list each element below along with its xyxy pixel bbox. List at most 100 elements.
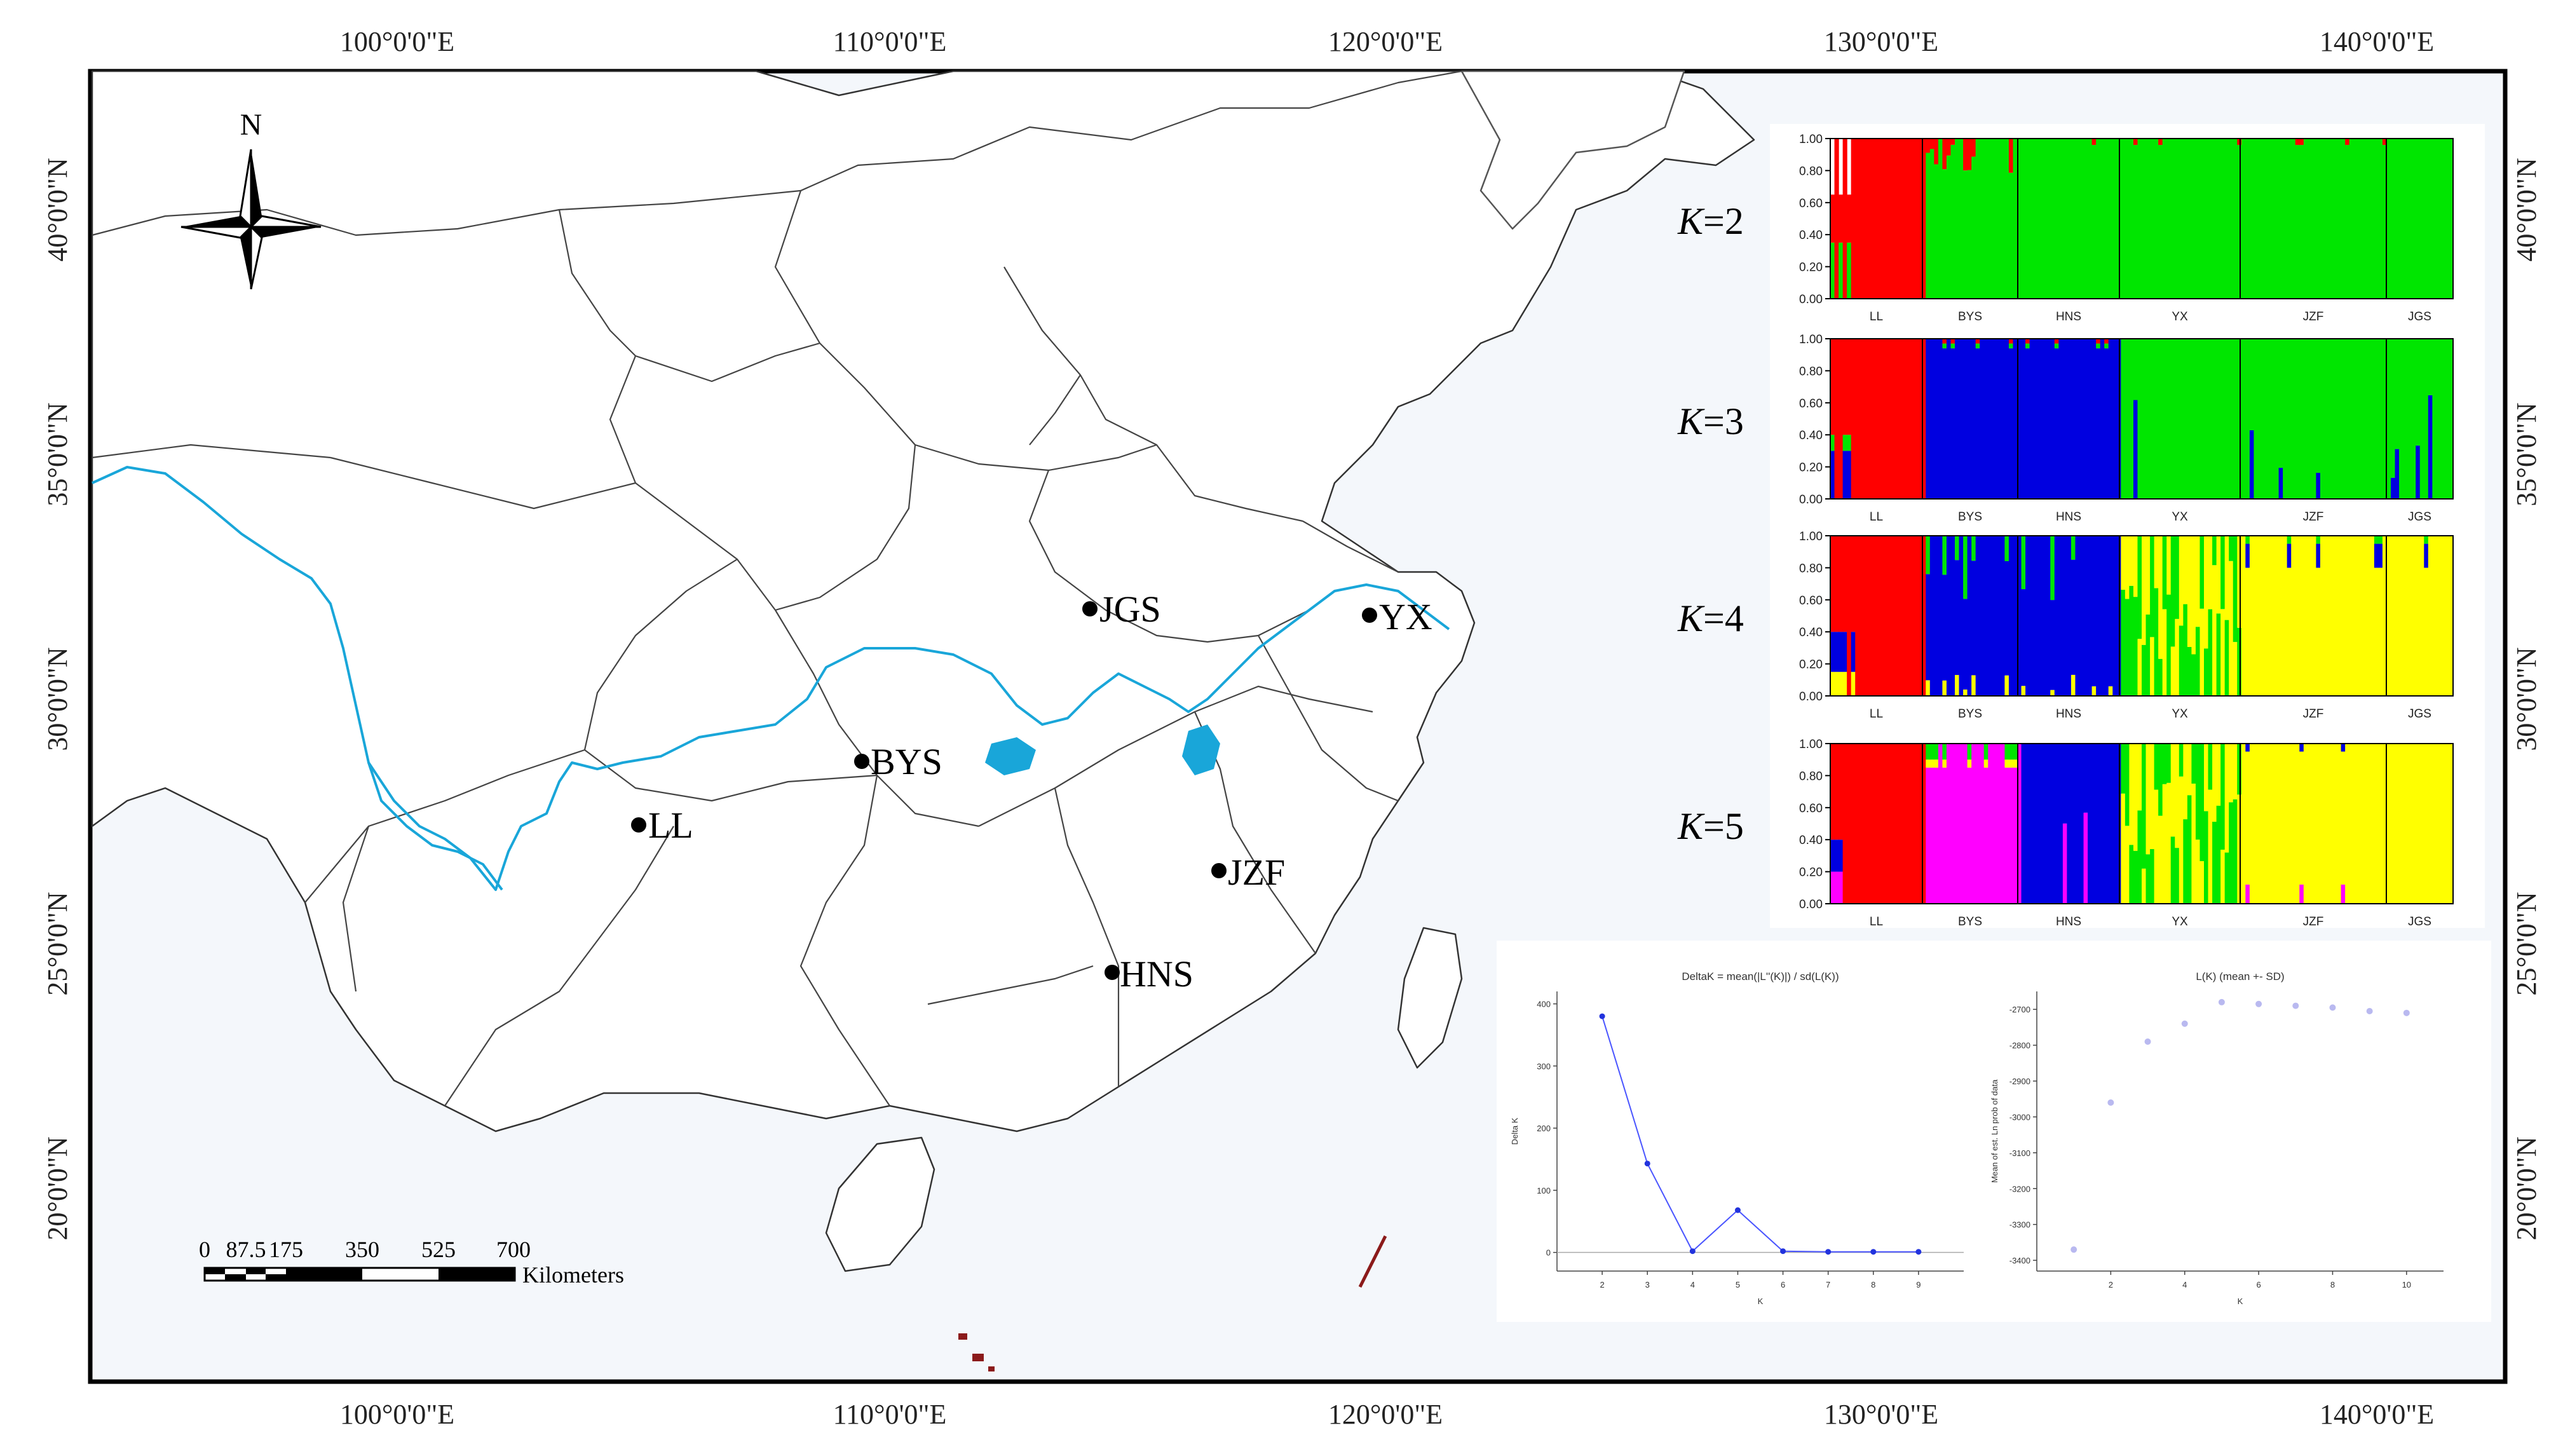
admixture-bar-green <box>2054 139 2059 299</box>
admixture-bar-blue <box>2088 744 2093 904</box>
admixture-bar-yellow <box>2349 744 2354 904</box>
admixture-bar-red <box>1830 536 1835 632</box>
admixture-bar-yellow <box>2262 744 2267 904</box>
admixture-bar-green <box>2241 139 2246 299</box>
site-label-yx: YX <box>1379 596 1432 637</box>
admixture-bar-red <box>2299 139 2304 146</box>
admixture-bar-blue <box>2075 744 2080 904</box>
admixture-bar-red <box>1859 139 1864 299</box>
admixture-bar-green <box>2249 339 2254 431</box>
admixture-bar-green <box>1934 744 1939 760</box>
admixture-bar-green <box>2004 744 2009 760</box>
admixture-bar-yellow <box>2295 744 2300 904</box>
admixture-bar-green <box>2133 597 2138 696</box>
admixture-bar-yellow <box>2220 849 2226 904</box>
admixture-bar-red <box>1905 339 1910 499</box>
admixture-bar-green <box>2170 339 2175 499</box>
admixture-bar-yellow <box>2179 536 2184 626</box>
admixture-bar-red <box>2104 339 2109 344</box>
admixture-bar-blue <box>2021 589 2026 686</box>
admixture-bar-green <box>2166 594 2172 696</box>
bottom-lon-label: 130°0'0"E <box>1824 1399 1938 1430</box>
admixture-bar-magenta <box>1980 744 1985 904</box>
admixture-bar-blue <box>2037 744 2043 904</box>
admixture-bar-red <box>2054 339 2059 344</box>
admixture-bar-blue <box>2091 536 2097 686</box>
admixture-bar-green <box>2216 805 2221 904</box>
admixture-bar-red <box>1888 744 1893 904</box>
admixture-bar-green <box>2245 139 2250 299</box>
population-label: LL <box>1870 310 1883 323</box>
admixture-bar-green <box>2341 339 2346 499</box>
admixture-bar-green <box>2204 648 2209 696</box>
admixture-bar-yellow <box>2170 646 2175 696</box>
admixture-bar-green <box>2175 139 2180 299</box>
admixture-bar-green <box>2008 343 2014 349</box>
admixture-bar-green <box>2220 139 2226 299</box>
admixture-bar-green <box>2158 658 2163 696</box>
admixture-bar-green <box>2154 744 2159 790</box>
admixture-bar-red <box>2025 339 2030 344</box>
admixture-bar-green <box>2150 339 2155 499</box>
admixture-bar-yellow <box>2224 536 2229 620</box>
admixture-bar-yellow <box>2345 536 2350 696</box>
admixture-bar-green <box>2378 536 2383 544</box>
admixture-bar-yellow <box>2129 536 2134 586</box>
admixture-bar-yellow <box>1934 759 1939 768</box>
lnprob-point <box>2107 1099 2114 1106</box>
admixture-bar-yellow <box>2386 536 2391 696</box>
admixture-bar-blue <box>2378 543 2383 568</box>
admixture-bar-red <box>1855 339 1860 499</box>
admixture-bar-green <box>2287 139 2292 299</box>
admixture-bar-red <box>1872 744 1877 904</box>
admixture-bar-green <box>2166 339 2172 499</box>
admixture-bar-green <box>2316 339 2321 473</box>
admixture-bar-blue <box>2245 744 2250 752</box>
admixture-bar-blue <box>2046 536 2051 696</box>
admixture-bar-green <box>2254 339 2259 499</box>
admixture-bar-blue <box>1834 632 1839 672</box>
right-lat-label: 25°0'0"N <box>2511 892 2542 995</box>
admixture-bar-yellow <box>2345 744 2350 904</box>
admixture-bar-green <box>2133 850 2138 904</box>
admixture-bar-green <box>2432 139 2437 299</box>
deltak-point <box>1644 1160 1650 1167</box>
admixture-bar-red <box>1847 744 1852 904</box>
admixture-bar-green <box>2088 139 2093 299</box>
structure-ytick-label: 0.80 <box>1799 562 1823 575</box>
admixture-bar-blue <box>2037 536 2043 696</box>
evanno-panel: DeltaK = mean(|L''(K)|) / sd(L(K)) K Delta… <box>1497 941 2491 1322</box>
top-lon-label: 120°0'0"E <box>1328 26 1443 57</box>
admixture-bar-magenta <box>1975 744 1980 904</box>
admixture-bar-blue <box>1834 840 1839 872</box>
admixture-bar-blue <box>2037 339 2043 499</box>
structure-ytick-label: 0.00 <box>1799 690 1823 704</box>
admixture-bar-green <box>2237 627 2242 696</box>
admixture-bar-red <box>1855 139 1860 299</box>
admixture-bar-yellow <box>2154 536 2159 589</box>
admixture-bar-green <box>2183 819 2188 904</box>
admixture-bar-yellow <box>2449 744 2454 904</box>
admixture-bar-red <box>1950 339 1955 344</box>
admixture-bar-red <box>1834 744 1839 840</box>
admixture-bar-green <box>2424 339 2429 499</box>
admixture-bar-red <box>1950 139 1955 145</box>
admixture-bar-blue <box>1963 339 1968 499</box>
admixture-bar-yellow <box>2362 536 2367 696</box>
admixture-bar-blue <box>2054 348 2059 499</box>
admixture-bar-yellow <box>2133 744 2138 851</box>
admixture-bar-yellow <box>2391 744 2396 904</box>
scale-unit-label: Kilometers <box>522 1262 624 1288</box>
admixture-bar-yellow <box>2362 744 2367 904</box>
x-tick-label: 3 <box>1645 1280 1650 1289</box>
admixture-bar-red <box>1884 339 1889 499</box>
admixture-bar-red <box>1867 139 1872 299</box>
site-label-jzf: JZF <box>1228 852 1285 893</box>
left-lat-label: 20°0'0"N <box>42 1136 73 1240</box>
admixture-bar-blue <box>1942 575 1947 681</box>
admixture-bar-green <box>2133 339 2138 400</box>
admixture-bar-green <box>2170 536 2175 647</box>
admixture-bar-red <box>1913 744 1918 904</box>
admixture-bar-blue <box>1950 536 1955 696</box>
admixture-bar-blue <box>2070 339 2076 499</box>
